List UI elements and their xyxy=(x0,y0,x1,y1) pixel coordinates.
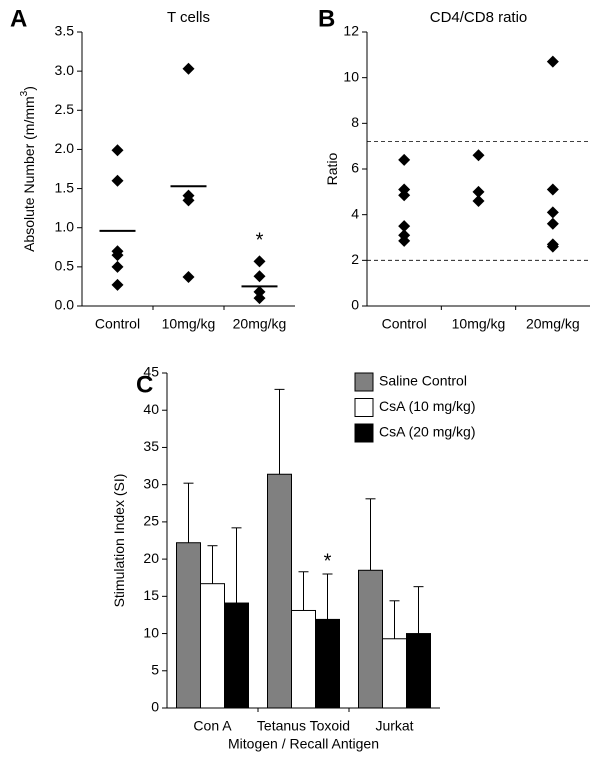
point xyxy=(111,144,124,157)
point xyxy=(546,55,559,68)
point xyxy=(398,234,411,247)
y-tick-label: 2.0 xyxy=(55,140,75,156)
point xyxy=(253,292,266,305)
bar xyxy=(291,609,316,709)
y-tick-label: 0 xyxy=(151,699,159,715)
x-tick-label: Control xyxy=(382,316,427,332)
bar xyxy=(358,569,383,709)
annotation: * xyxy=(256,230,264,252)
x-axis-label: Mitogen / Recall Antigen xyxy=(228,736,379,752)
y-axis-label-part: Absolute Number (m/mm xyxy=(21,96,37,252)
y-tick-label: 5 xyxy=(151,661,159,677)
y-tick-label: 0.0 xyxy=(55,297,75,313)
panel-letter: A xyxy=(10,5,27,32)
y-tick-label: 45 xyxy=(143,364,159,380)
x-tick-label: Jurkat xyxy=(375,718,413,734)
y-tick-label: 3.5 xyxy=(55,23,75,39)
panel-letter: C xyxy=(136,371,153,398)
y-tick-label: 35 xyxy=(143,438,159,454)
point xyxy=(472,149,485,162)
point xyxy=(472,194,485,207)
y-tick-label: 12 xyxy=(343,23,359,39)
legend-label: CsA (10 mg/kg) xyxy=(379,398,475,414)
point xyxy=(398,220,411,233)
y-tick-label: 4 xyxy=(351,205,359,221)
y-tick-label: 10 xyxy=(143,624,159,640)
y-axis-label-part: ) xyxy=(21,86,37,91)
bar xyxy=(382,638,407,709)
point xyxy=(182,271,195,284)
x-tick-label: 20mg/kg xyxy=(526,316,580,332)
point xyxy=(182,194,195,207)
point xyxy=(182,62,195,75)
point xyxy=(111,260,124,273)
legend-swatch xyxy=(354,398,374,417)
y-tick-label: 10 xyxy=(343,68,359,84)
y-tick-label: 2 xyxy=(351,251,359,267)
panel-letter: B xyxy=(318,5,335,32)
legend-swatch xyxy=(354,372,374,392)
y-tick-label: 0.5 xyxy=(55,258,75,274)
y-tick-label: 1.0 xyxy=(55,218,75,234)
y-tick-label: 25 xyxy=(143,513,159,529)
bar xyxy=(176,542,201,709)
y-tick-label: 8 xyxy=(351,114,359,130)
y-tick-label: 30 xyxy=(143,475,159,491)
chart-title: CD4/CD8 ratio xyxy=(430,9,528,26)
y-axis-label-part: Ratio xyxy=(324,152,340,185)
legend-label: CsA (20 mg/kg) xyxy=(379,424,475,440)
annotation: * xyxy=(324,550,332,572)
point xyxy=(398,189,411,202)
point xyxy=(253,255,266,268)
y-tick-label: 20 xyxy=(143,550,159,566)
bar xyxy=(200,583,225,709)
x-tick-label: 10mg/kg xyxy=(162,316,216,332)
point xyxy=(111,278,124,291)
y-tick-label: 15 xyxy=(143,587,159,603)
y-axis-label: Ratio xyxy=(324,152,340,185)
legend-swatch xyxy=(354,423,374,443)
y-axis-label: Stimulation Index (SI) xyxy=(111,474,127,608)
bar xyxy=(224,602,249,709)
y-axis-label-part: 3 xyxy=(19,90,30,96)
x-tick-label: Con A xyxy=(193,718,232,734)
point xyxy=(472,185,485,198)
x-tick-label: 10mg/kg xyxy=(452,316,506,332)
y-tick-label: 2.5 xyxy=(55,101,75,117)
y-axis-label-part: Stimulation Index (SI) xyxy=(111,474,127,608)
bar xyxy=(267,473,292,709)
y-tick-label: 6 xyxy=(351,160,359,176)
y-tick-label: 1.5 xyxy=(55,179,75,195)
bar xyxy=(315,618,340,709)
y-tick-label: 3.0 xyxy=(55,62,75,78)
x-tick-label: Tetanus Toxoid xyxy=(257,718,350,734)
x-tick-label: 20mg/kg xyxy=(233,316,287,332)
point xyxy=(253,285,266,298)
y-axis-label: Absolute Number (m/mm3) xyxy=(19,86,37,252)
point xyxy=(253,270,266,283)
y-tick-label: 0 xyxy=(351,297,359,313)
point xyxy=(111,249,124,262)
point xyxy=(546,183,559,196)
point xyxy=(546,240,559,253)
point xyxy=(111,174,124,187)
legend-label: Saline Control xyxy=(379,373,467,389)
bar xyxy=(406,633,431,709)
x-tick-label: Control xyxy=(95,316,140,332)
point xyxy=(546,206,559,219)
point xyxy=(398,153,411,166)
chart-title: T cells xyxy=(167,9,210,26)
point xyxy=(546,217,559,230)
y-tick-label: 40 xyxy=(143,401,159,417)
